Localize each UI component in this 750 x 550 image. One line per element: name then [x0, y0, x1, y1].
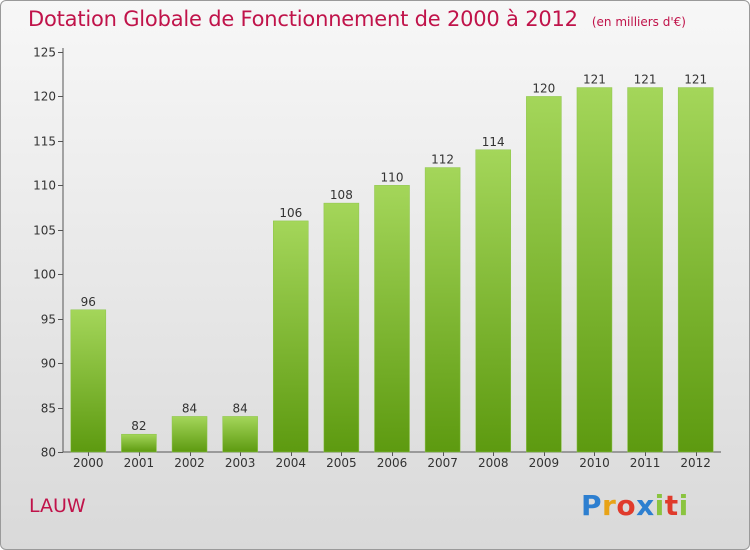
proxiti-logo[interactable]: Proxiti [581, 489, 689, 522]
bar-value-label: 82 [131, 419, 146, 433]
logo-letter: x [636, 489, 655, 522]
y-tick-label: 115 [33, 135, 56, 149]
chart-unit: (en milliers d'€) [591, 15, 686, 29]
logo-letter: t [664, 489, 679, 522]
bar[interactable] [374, 185, 410, 453]
bar[interactable] [424, 167, 461, 453]
bar[interactable] [323, 202, 360, 453]
x-tick-label: 2007 [427, 456, 458, 470]
logo-letter: r [602, 489, 617, 522]
x-tick-label: 2002 [174, 456, 205, 470]
bar-value-label: 120 [532, 81, 555, 95]
x-tick-label: 2011 [630, 456, 661, 470]
y-tick-label: 105 [33, 224, 56, 238]
y-tick-label: 90 [41, 357, 56, 371]
x-tick-label: 2000 [73, 456, 104, 470]
bar-value-label: 96 [81, 295, 96, 309]
logo-letter: o [616, 489, 637, 522]
chart-title-main: Dotation Globale de Fonctionnement de 20… [28, 7, 578, 31]
bar-value-label: 121 [684, 73, 707, 87]
bar[interactable] [171, 416, 208, 453]
logo-letter: i [678, 489, 689, 522]
x-tick-label: 2008 [478, 456, 509, 470]
bar[interactable] [677, 87, 714, 453]
bar[interactable] [121, 433, 157, 453]
bar[interactable] [627, 87, 663, 453]
x-tick-label: 2010 [579, 456, 610, 470]
bar-value-label: 110 [381, 170, 404, 184]
logo-letter: i [654, 489, 665, 522]
x-tick-label: 2006 [377, 456, 408, 470]
x-tick-label: 2009 [529, 456, 560, 470]
x-tick-label: 2003 [225, 456, 256, 470]
x-tick-label: 2005 [326, 456, 357, 470]
y-tick-label: 120 [33, 90, 56, 104]
commune-name: LAUW [29, 495, 86, 517]
y-tick-label: 80 [41, 446, 56, 460]
bar[interactable] [576, 87, 613, 453]
x-tick-label: 2012 [680, 456, 711, 470]
bar-value-label: 112 [431, 153, 454, 167]
bar-value-label: 84 [233, 401, 248, 415]
chart-title: Dotation Globale de Fonctionnement de 20… [28, 7, 686, 31]
bar-value-label: 121 [634, 73, 657, 87]
bar[interactable] [475, 149, 511, 453]
y-tick-label: 110 [33, 179, 56, 193]
logo-letter: P [581, 489, 603, 522]
bar-value-label: 84 [182, 401, 197, 415]
x-tick-label: 2004 [275, 456, 306, 470]
bar-value-label: 106 [279, 206, 302, 220]
x-tick-label: 2001 [124, 456, 155, 470]
y-tick-label: 95 [41, 313, 56, 327]
y-tick-label: 85 [41, 402, 56, 416]
y-tick-label: 100 [33, 268, 56, 282]
bar[interactable] [526, 96, 562, 453]
bar[interactable] [222, 416, 258, 453]
bar-value-label: 108 [330, 188, 353, 202]
bar-value-label: 121 [583, 73, 606, 87]
bar[interactable] [70, 309, 107, 453]
y-tick-label: 125 [33, 46, 56, 60]
bar[interactable] [273, 220, 309, 453]
bar-value-label: 114 [482, 135, 505, 149]
